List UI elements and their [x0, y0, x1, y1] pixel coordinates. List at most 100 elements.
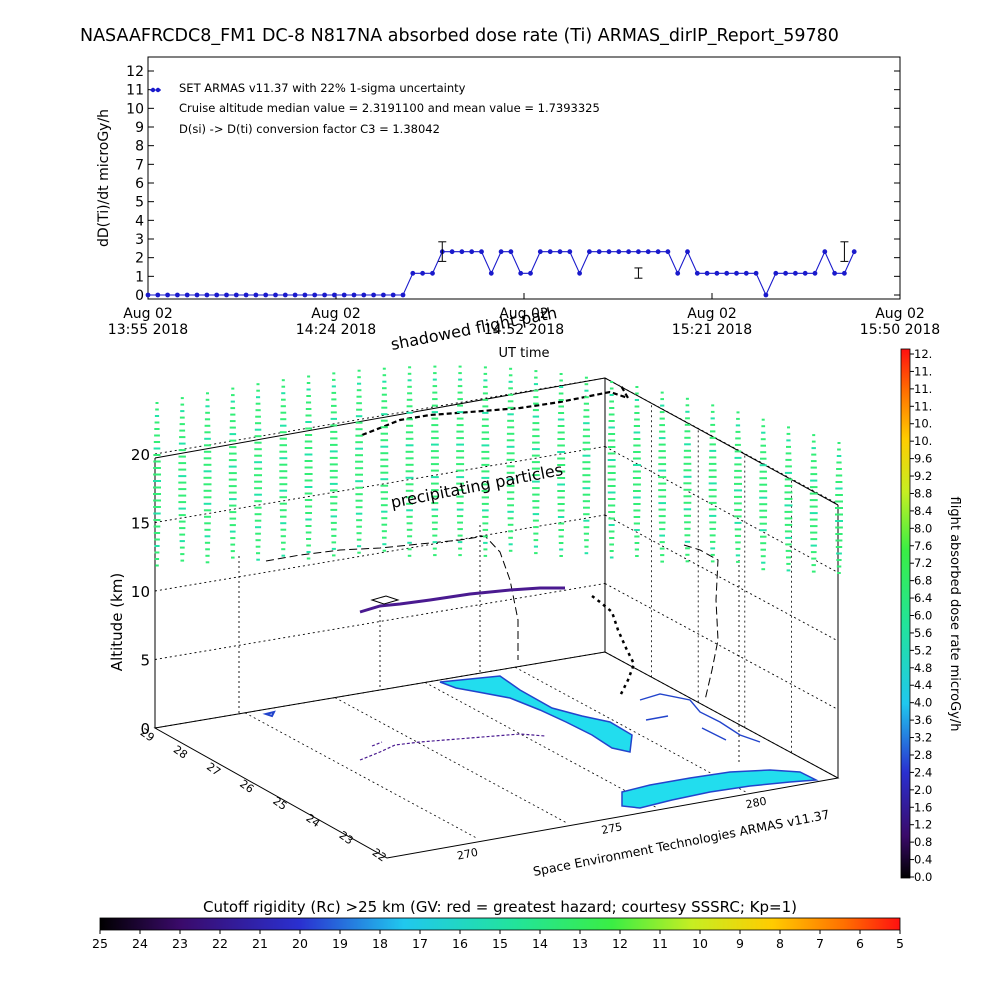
rigidity-colorbar-tick-label: 7 — [816, 936, 824, 951]
particle-dash — [709, 436, 716, 439]
particle-dash — [205, 405, 210, 408]
particle-dash — [229, 504, 237, 507]
particle-dash — [482, 528, 489, 531]
particle-dash — [507, 510, 514, 513]
particle-dash — [584, 545, 589, 548]
particle-dash — [708, 482, 717, 485]
particle-dash — [658, 482, 667, 485]
particle-dash — [279, 470, 288, 473]
particle-dash — [357, 382, 362, 385]
particle-dash — [178, 488, 187, 491]
particle-dash — [759, 490, 768, 493]
z-axis-label: Altitude (km) — [108, 573, 126, 671]
particle-dash — [405, 483, 414, 486]
y-tick-label: 3 — [135, 232, 144, 248]
particle-dash — [633, 438, 641, 440]
particle-dash — [456, 424, 464, 427]
particle-dash — [280, 424, 287, 427]
particle-dash — [709, 534, 716, 537]
particle-dash — [710, 553, 715, 556]
particle-dash — [810, 544, 817, 547]
particle-dash — [203, 509, 212, 512]
particle-dash — [229, 426, 236, 429]
particle-dash — [608, 433, 616, 435]
particle-dash — [508, 543, 513, 546]
data-point — [224, 292, 229, 298]
altitude-ticks: 0 5 10 15 20 — [131, 446, 150, 738]
particle-dash — [785, 536, 792, 539]
particle-dash — [835, 474, 843, 477]
data-point — [587, 249, 592, 255]
particle-dash — [533, 532, 539, 535]
particle-dash — [683, 462, 692, 465]
altitude-tick-label: 0 — [140, 720, 150, 738]
particle-dash — [761, 568, 766, 571]
particle-dash — [178, 455, 186, 458]
particle-dash — [810, 531, 818, 534]
x-axis-label: UT time — [499, 346, 550, 361]
particle-dash — [431, 404, 438, 407]
particle-dash — [380, 458, 389, 461]
particle-dash — [203, 450, 212, 453]
particle-dash — [306, 538, 312, 540]
particle-dash — [456, 463, 465, 466]
particle-dash — [380, 419, 388, 422]
particle-dash — [355, 506, 363, 509]
particle-dash — [735, 430, 741, 433]
particle-dash — [432, 541, 438, 544]
particle-dash — [481, 483, 490, 486]
particle-dash — [708, 475, 717, 478]
particle-dash — [633, 451, 641, 453]
altitude-gridline — [154, 514, 606, 592]
particle-dash — [481, 476, 490, 479]
data-point — [528, 270, 533, 276]
particle-dash — [178, 501, 187, 504]
particle-dash — [660, 391, 664, 394]
particle-dash — [734, 502, 742, 505]
particle-dash — [483, 548, 488, 551]
particle-dash — [355, 480, 363, 483]
data-point — [410, 270, 416, 276]
particle-dash — [179, 436, 186, 439]
particle-dash — [153, 454, 161, 456]
particle-dash — [380, 445, 389, 448]
particle-dash — [456, 443, 464, 446]
data-point — [763, 292, 769, 298]
particle-dash — [658, 469, 667, 472]
particle-dash — [734, 528, 742, 531]
particle-dash — [658, 476, 667, 479]
particle-dash — [256, 383, 260, 386]
particle-dash — [279, 489, 288, 492]
particle-dash — [659, 417, 665, 420]
particle-dash — [658, 463, 667, 466]
particle-dash — [785, 465, 792, 468]
precipitating-particles — [153, 365, 843, 574]
dose-colorbar-tick-label: 4.8 — [914, 661, 932, 675]
particle-dash — [559, 548, 564, 551]
rigidity-colorbar-tick-label: 6 — [856, 936, 864, 951]
particle-dash — [307, 375, 311, 378]
particle-dash — [684, 527, 691, 530]
particle-dash — [582, 461, 591, 464]
data-point — [616, 249, 622, 255]
particle-dash — [230, 537, 236, 540]
particle-dash — [228, 485, 237, 488]
particle-dash — [684, 430, 691, 433]
particle-dash — [483, 554, 488, 557]
particle-dash — [683, 456, 692, 459]
particle-dash — [533, 396, 539, 399]
particle-dash — [609, 537, 615, 539]
data-point — [714, 270, 720, 276]
particle-dash — [332, 554, 336, 557]
particle-dash — [683, 508, 692, 511]
particle-dash — [154, 551, 160, 554]
particle-dash — [178, 481, 187, 484]
particle-dash — [203, 483, 212, 486]
legend-marker-point — [155, 87, 161, 93]
particle-dash — [785, 458, 792, 461]
particle-dash — [406, 411, 413, 414]
particle-dash — [280, 418, 287, 421]
particle-dash — [228, 491, 237, 494]
particle-dash — [279, 463, 288, 466]
